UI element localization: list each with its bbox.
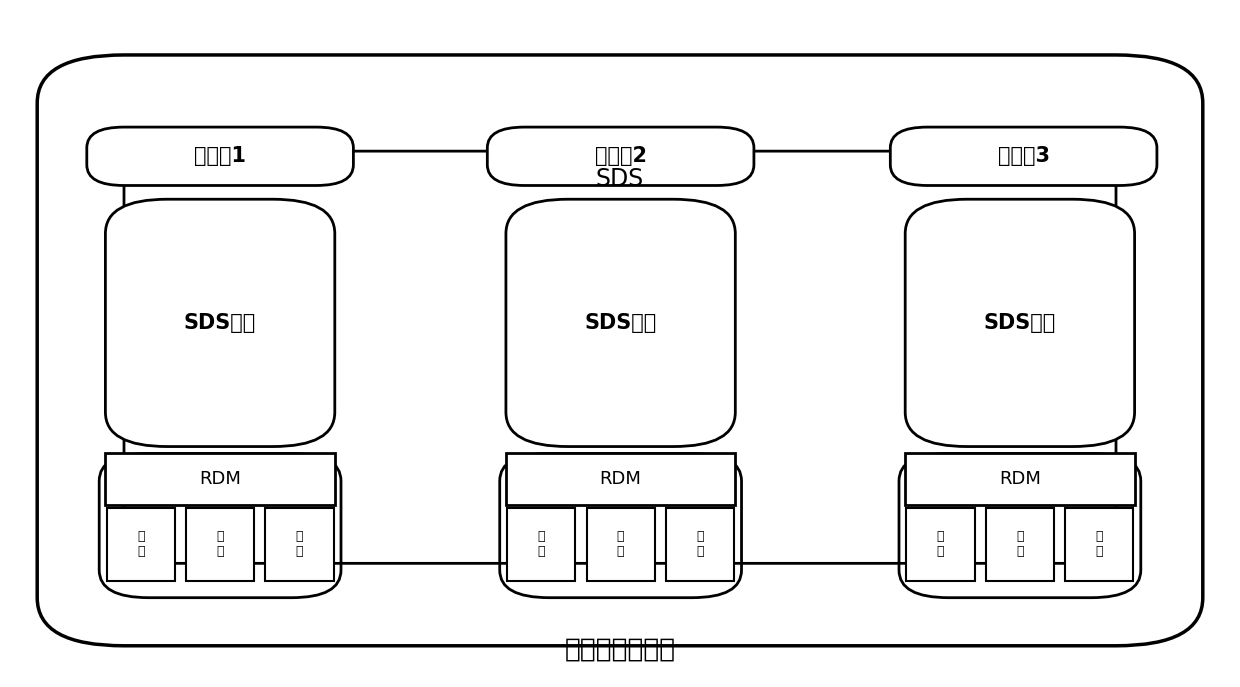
Text: 磁
盘: 磁 盘	[616, 530, 625, 559]
FancyBboxPatch shape	[487, 127, 754, 185]
Text: SDS: SDS	[596, 167, 644, 190]
Text: 磁
盘: 磁 盘	[136, 530, 145, 559]
FancyBboxPatch shape	[124, 151, 1116, 563]
FancyBboxPatch shape	[506, 199, 735, 447]
Text: SDS节点: SDS节点	[584, 313, 657, 333]
FancyBboxPatch shape	[905, 199, 1135, 447]
Bar	[906, 508, 975, 581]
FancyBboxPatch shape	[87, 127, 353, 185]
Text: 虚拟化操作系统: 虚拟化操作系统	[564, 636, 676, 662]
Bar	[506, 453, 735, 505]
Text: SDS节点: SDS节点	[184, 313, 257, 333]
Text: 服务器2: 服务器2	[595, 146, 646, 166]
Text: 磁
盘: 磁 盘	[936, 530, 945, 559]
FancyBboxPatch shape	[37, 55, 1203, 646]
Text: RDM: RDM	[600, 470, 641, 488]
Bar	[986, 508, 1054, 581]
Text: 磁
盘: 磁 盘	[696, 530, 704, 559]
Text: 服务器3: 服务器3	[998, 146, 1049, 166]
Bar	[105, 453, 335, 505]
Text: 磁
盘: 磁 盘	[1095, 530, 1104, 559]
Bar	[265, 508, 334, 581]
Text: RDM: RDM	[999, 470, 1040, 488]
Text: 服务器1: 服务器1	[195, 146, 246, 166]
Bar	[587, 508, 655, 581]
Bar	[905, 453, 1135, 505]
Text: 磁
盘: 磁 盘	[1016, 530, 1024, 559]
FancyBboxPatch shape	[105, 199, 335, 447]
Text: RDM: RDM	[200, 470, 241, 488]
Text: 磁
盘: 磁 盘	[537, 530, 546, 559]
Text: SDS节点: SDS节点	[983, 313, 1056, 333]
Bar	[107, 508, 175, 581]
Bar	[507, 508, 575, 581]
Text: 磁
盘: 磁 盘	[295, 530, 304, 559]
Bar	[1065, 508, 1133, 581]
Text: 磁
盘: 磁 盘	[216, 530, 224, 559]
FancyBboxPatch shape	[890, 127, 1157, 185]
Bar	[186, 508, 254, 581]
Bar	[666, 508, 734, 581]
